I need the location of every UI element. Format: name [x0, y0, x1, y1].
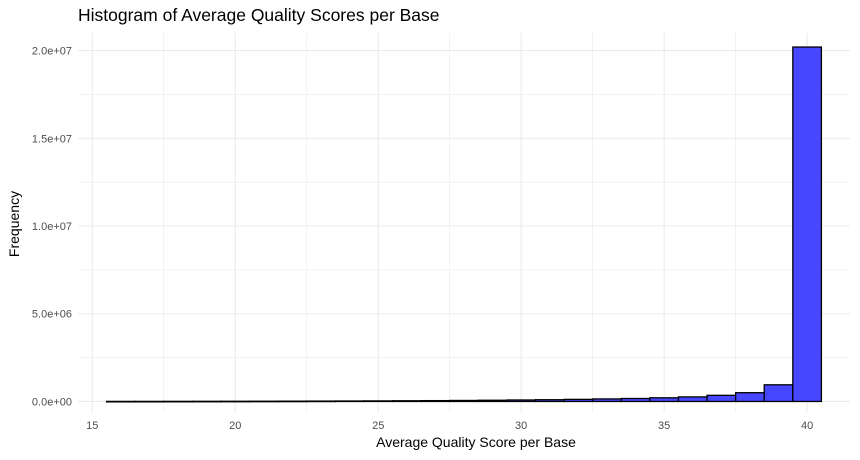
histogram-bar: [592, 398, 622, 403]
histogram-bar: [734, 392, 765, 403]
histogram-bar: [506, 399, 537, 403]
y-tick-label: 0.0e+00: [32, 396, 72, 408]
histogram-bar: [420, 399, 451, 403]
histogram-bar: [334, 400, 365, 403]
x-tick-label: 20: [229, 420, 241, 432]
x-axis-label: Average Quality Score per Base: [376, 434, 576, 450]
histogram-bar: [134, 400, 165, 403]
histogram-bar: [706, 394, 737, 403]
histogram-bar: [277, 400, 308, 403]
y-tick-label: 2.0e+07: [32, 46, 72, 58]
histogram-bar: [306, 400, 336, 403]
histogram-bar: [677, 396, 708, 403]
histogram-bars: [105, 46, 823, 403]
histogram-bar: [534, 399, 565, 403]
histogram-bar: [191, 400, 222, 403]
y-axis-label: Frequency: [6, 190, 22, 258]
y-tick-label: 1.5e+07: [32, 133, 72, 145]
histogram-bar: [763, 384, 794, 403]
x-tick-label: 15: [86, 420, 98, 432]
minor-gridlines: [78, 33, 850, 412]
histogram-bar: [792, 46, 823, 403]
major-gridlines: [78, 33, 850, 412]
histogram-bar: [563, 398, 594, 403]
histogram-bar: [248, 400, 279, 403]
histogram-bar: [220, 400, 251, 403]
histogram-bar: [449, 399, 479, 403]
y-tick-label: 1.0e+07: [32, 221, 72, 233]
histogram-bar: [363, 400, 394, 403]
x-tick-label: 30: [515, 420, 527, 432]
histogram-bar: [477, 399, 508, 403]
histogram-bar: [649, 397, 680, 403]
histogram-bar: [163, 400, 194, 403]
chart-title: Histogram of Average Quality Scores per …: [78, 5, 440, 25]
x-axis-tick-labels: 15 20 25 30 35 40: [86, 420, 813, 432]
x-tick-label: 35: [658, 420, 670, 432]
x-tick-label: 25: [372, 420, 384, 432]
x-tick-label: 40: [801, 420, 813, 432]
histogram-bar: [105, 400, 136, 403]
histogram-bar: [391, 400, 422, 403]
y-tick-label: 5.0e+06: [32, 309, 72, 321]
y-axis-tick-labels: 0.0e+00 5.0e+06 1.0e+07 1.5e+07 2.0e+07: [32, 46, 72, 409]
histogram-bar: [620, 397, 651, 403]
